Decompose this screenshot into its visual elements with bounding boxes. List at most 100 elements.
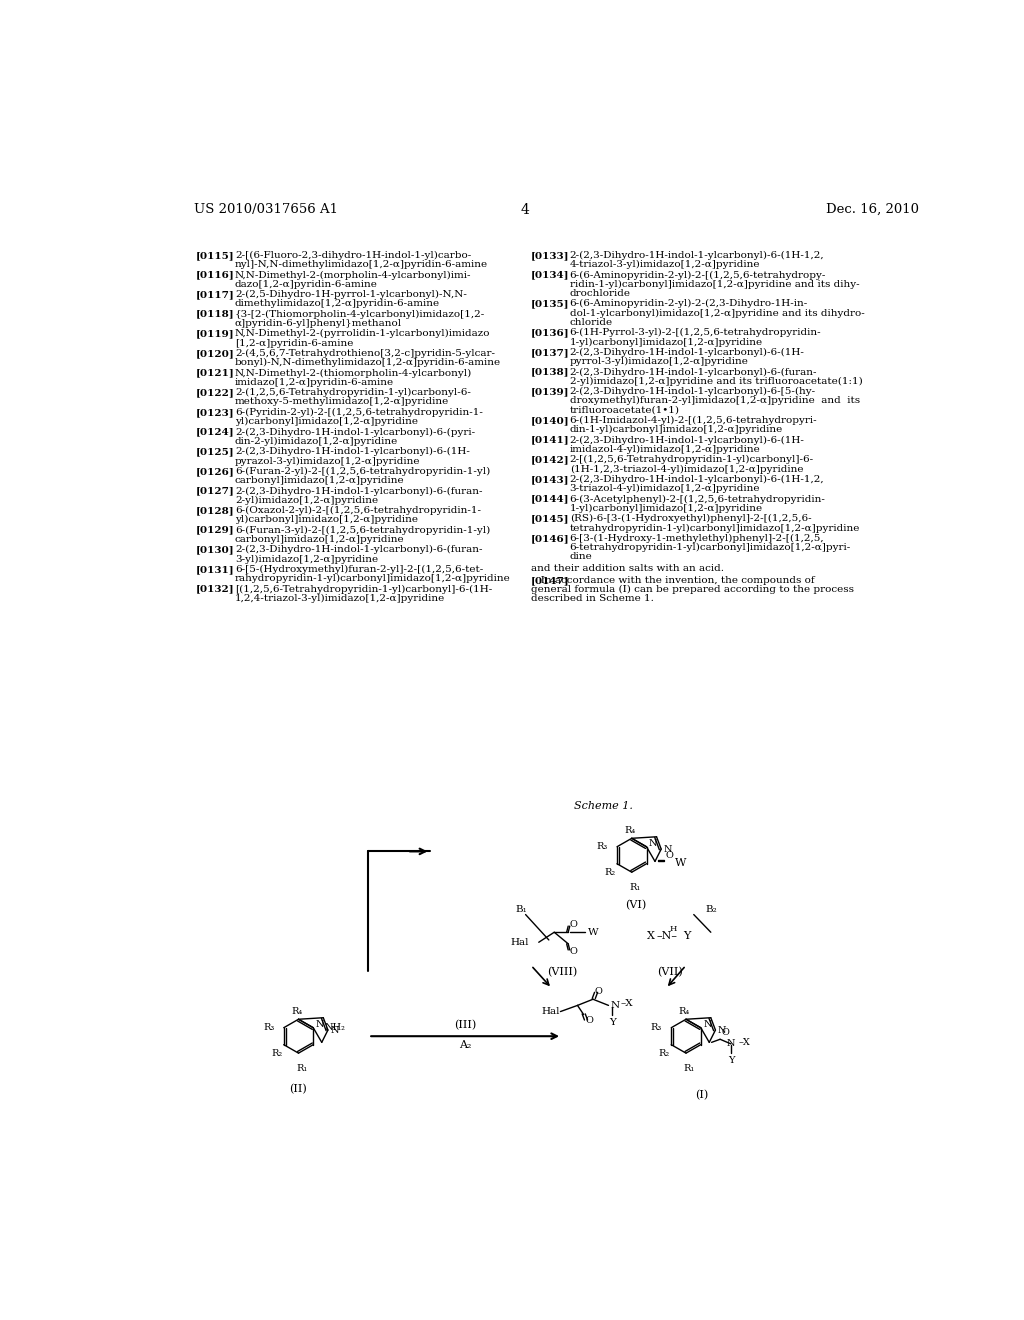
Text: 2-yl)imidazo[1,2-α]pyridine: 2-yl)imidazo[1,2-α]pyridine [234, 496, 378, 504]
Text: B₂: B₂ [706, 904, 717, 913]
Text: N,N-Dimethyl-2-(morpholin-4-ylcarbonyl)imi-: N,N-Dimethyl-2-(morpholin-4-ylcarbonyl)i… [234, 271, 471, 280]
Text: [1,2-α]pyridin-6-amine: [1,2-α]pyridin-6-amine [234, 339, 353, 347]
Text: N: N [718, 1026, 726, 1035]
Text: W: W [675, 858, 686, 869]
Text: trifluoroacetate(1•1): trifluoroacetate(1•1) [569, 405, 680, 414]
Text: 2-[(1,2,5,6-Tetrahydropyridin-1-yl)carbonyl]-6-: 2-[(1,2,5,6-Tetrahydropyridin-1-yl)carbo… [569, 455, 814, 465]
Text: drochloride: drochloride [569, 289, 631, 298]
Text: N,N-Dimethyl-2-(thiomorpholin-4-ylcarbonyl): N,N-Dimethyl-2-(thiomorpholin-4-ylcarbon… [234, 368, 472, 378]
Text: [0122]: [0122] [196, 388, 234, 397]
Text: [0123]: [0123] [196, 408, 234, 417]
Text: R₁: R₁ [629, 883, 640, 892]
Text: (VIII): (VIII) [547, 966, 578, 977]
Text: 1-yl)carbonyl]imidazo[1,2-α]pyridine: 1-yl)carbonyl]imidazo[1,2-α]pyridine [569, 338, 763, 347]
Text: 6-(6-Aminopyridin-2-yl)-2-[(1,2,5,6-tetrahydropy-: 6-(6-Aminopyridin-2-yl)-2-[(1,2,5,6-tetr… [569, 271, 826, 280]
Text: [0128]: [0128] [196, 506, 234, 515]
Text: 3-yl)imidazo[1,2-α]pyridine: 3-yl)imidazo[1,2-α]pyridine [234, 554, 378, 564]
Text: 6-tetrahydropyridin-1-yl)carbonyl]imidazo[1,2-α]pyri-: 6-tetrahydropyridin-1-yl)carbonyl]imidaz… [569, 543, 851, 552]
Text: 4: 4 [520, 203, 529, 216]
Text: (VII): (VII) [657, 966, 683, 977]
Text: [0143]: [0143] [531, 475, 569, 484]
Text: [0121]: [0121] [196, 368, 234, 378]
Text: R₃: R₃ [263, 1023, 274, 1032]
Text: R₄: R₄ [679, 1007, 690, 1016]
Text: O: O [595, 987, 602, 997]
Text: imidazo[1,2-α]pyridin-6-amine: imidazo[1,2-α]pyridin-6-amine [234, 378, 394, 387]
Text: R₂: R₂ [271, 1049, 283, 1059]
Text: 6-(1H-Pyrrol-3-yl)-2-[(1,2,5,6-tetrahydropyridin-: 6-(1H-Pyrrol-3-yl)-2-[(1,2,5,6-tetrahydr… [569, 329, 821, 338]
Text: [0142]: [0142] [531, 455, 569, 465]
Text: described in Scheme 1.: described in Scheme 1. [531, 594, 654, 603]
Text: 1,2,4-triazol-3-yl)imidazo[1,2-α]pyridine: 1,2,4-triazol-3-yl)imidazo[1,2-α]pyridin… [234, 594, 445, 603]
Text: R₁: R₁ [683, 1064, 694, 1073]
Text: dol-1-ylcarbonyl)imidazo[1,2-α]pyridine and its dihydro-: dol-1-ylcarbonyl)imidazo[1,2-α]pyridine … [569, 309, 864, 318]
Text: O: O [666, 851, 674, 859]
Text: [0144]: [0144] [531, 495, 569, 503]
Text: Dec. 16, 2010: Dec. 16, 2010 [825, 203, 919, 216]
Text: 6-[3-(1-Hydroxy-1-methylethyl)phenyl]-2-[(1,2,5,: 6-[3-(1-Hydroxy-1-methylethyl)phenyl]-2-… [569, 533, 824, 543]
Text: 6-(1H-Imidazol-4-yl)-2-[(1,2,5,6-tetrahydropyri-: 6-(1H-Imidazol-4-yl)-2-[(1,2,5,6-tetrahy… [569, 416, 817, 425]
Text: [0139]: [0139] [531, 387, 569, 396]
Text: nyl]-N,N-dimethylimidazo[1,2-α]pyridin-6-amine: nyl]-N,N-dimethylimidazo[1,2-α]pyridin-6… [234, 260, 488, 269]
Text: [0130]: [0130] [196, 545, 234, 554]
Text: N: N [703, 1020, 712, 1030]
Text: 6-(Furan-2-yl)-2-[(1,2,5,6-tetrahydropyridin-1-yl): 6-(Furan-2-yl)-2-[(1,2,5,6-tetrahydropyr… [234, 467, 490, 477]
Text: [0140]: [0140] [531, 416, 569, 425]
Text: 2-(2,5-Dihydro-1H-pyrrol-1-ylcarbonyl)-N,N-: 2-(2,5-Dihydro-1H-pyrrol-1-ylcarbonyl)-N… [234, 290, 467, 300]
Text: [0124]: [0124] [196, 428, 234, 437]
Text: W: W [588, 928, 598, 937]
Text: N: N [664, 845, 672, 854]
Text: carbonyl]imidazo[1,2-α]pyridine: carbonyl]imidazo[1,2-α]pyridine [234, 477, 404, 484]
Text: N: N [331, 1026, 339, 1035]
Text: Hal: Hal [542, 1007, 560, 1016]
Text: 4-triazol-3-yl)imidazo[1,2-α]pyridine: 4-triazol-3-yl)imidazo[1,2-α]pyridine [569, 260, 760, 269]
Text: US 2010/0317656 A1: US 2010/0317656 A1 [194, 203, 338, 216]
Text: chloride: chloride [569, 318, 613, 327]
Text: (RS)-6-[3-(1-Hydroxyethyl)phenyl]-2-[(1,2,5,6-: (RS)-6-[3-(1-Hydroxyethyl)phenyl]-2-[(1,… [569, 515, 811, 523]
Text: 2-(2,3-Dihydro-1H-indol-1-ylcarbonyl)-6-(1H-: 2-(2,3-Dihydro-1H-indol-1-ylcarbonyl)-6-… [569, 436, 805, 445]
Text: yl)carbonyl]imidazo[1,2-α]pyridine: yl)carbonyl]imidazo[1,2-α]pyridine [234, 417, 418, 426]
Text: –X: –X [621, 999, 634, 1007]
Text: [0118]: [0118] [196, 310, 234, 318]
Text: 2-(2,3-Dihydro-1H-indol-1-ylcarbonyl)-6-(pyri-: 2-(2,3-Dihydro-1H-indol-1-ylcarbonyl)-6-… [234, 428, 475, 437]
Text: Y: Y [728, 1056, 734, 1065]
Text: 2-(2,3-Dihydro-1H-indol-1-ylcarbonyl)-6-(furan-: 2-(2,3-Dihydro-1H-indol-1-ylcarbonyl)-6-… [569, 367, 817, 376]
Text: ridin-1-yl)carbonyl]imidazo[1,2-α]pyridine and its dihy-: ridin-1-yl)carbonyl]imidazo[1,2-α]pyridi… [569, 280, 859, 289]
Text: R₄: R₄ [291, 1007, 302, 1016]
Text: Scheme 1.: Scheme 1. [573, 801, 633, 812]
Text: N: N [315, 1020, 324, 1030]
Text: tetrahydropyridin-1-yl)carbonyl]imidazo[1,2-α]pyridine: tetrahydropyridin-1-yl)carbonyl]imidazo[… [569, 524, 860, 532]
Text: A₂: A₂ [459, 1040, 471, 1049]
Text: [0115]: [0115] [196, 251, 234, 260]
Text: 2-(2,3-Dihydro-1H-indol-1-ylcarbonyl)-6-(1H-1,2,: 2-(2,3-Dihydro-1H-indol-1-ylcarbonyl)-6-… [569, 251, 824, 260]
Text: 2-(2,3-Dihydro-1H-indol-1-ylcarbonyl)-6-(1H-: 2-(2,3-Dihydro-1H-indol-1-ylcarbonyl)-6-… [569, 348, 805, 356]
Text: (I): (I) [695, 1090, 709, 1101]
Text: 2-(2,3-Dihydro-1H-indol-1-ylcarbonyl)-6-(1H-: 2-(2,3-Dihydro-1H-indol-1-ylcarbonyl)-6-… [234, 447, 470, 457]
Text: pyrrol-3-yl)imidazo[1,2-α]pyridine: pyrrol-3-yl)imidazo[1,2-α]pyridine [569, 358, 749, 366]
Text: [0129]: [0129] [196, 525, 234, 535]
Text: α]pyridin-6-yl]phenyl}methanol: α]pyridin-6-yl]phenyl}methanol [234, 319, 402, 327]
Text: 2-(2,3-Dihydro-1H-indol-1-ylcarbonyl)-6-(furan-: 2-(2,3-Dihydro-1H-indol-1-ylcarbonyl)-6-… [234, 545, 482, 554]
Text: [0145]: [0145] [531, 515, 569, 523]
Text: X: X [647, 931, 655, 941]
Text: general formula (I) can be prepared according to the process: general formula (I) can be prepared acco… [531, 585, 854, 594]
Text: O: O [569, 946, 578, 956]
Text: [0127]: [0127] [196, 487, 234, 495]
Text: 2-(4,5,6,7-Tetrahydrothieno[3,2-c]pyridin-5-ylcar-: 2-(4,5,6,7-Tetrahydrothieno[3,2-c]pyridi… [234, 348, 495, 358]
Text: (II): (II) [290, 1084, 307, 1094]
Text: 2-yl)imidazo[1,2-α]pyridine and its trifluoroacetate(1:1): 2-yl)imidazo[1,2-α]pyridine and its trif… [569, 376, 862, 385]
Text: N,N-Dimethyl-2-(pyrrolidin-1-ylcarbonyl)imidazo: N,N-Dimethyl-2-(pyrrolidin-1-ylcarbonyl)… [234, 330, 490, 338]
Text: 6-(Pyridin-2-yl)-2-[(1,2,5,6-tetrahydropyridin-1-: 6-(Pyridin-2-yl)-2-[(1,2,5,6-tetrahydrop… [234, 408, 483, 417]
Text: [0146]: [0146] [531, 533, 569, 543]
Text: NH₂: NH₂ [325, 1023, 345, 1032]
Text: O: O [586, 1016, 593, 1026]
Text: –N–: –N– [656, 931, 678, 941]
Text: dine: dine [569, 552, 593, 561]
Text: 6-(Furan-3-yl)-2-[(1,2,5,6-tetrahydropyridin-1-yl): 6-(Furan-3-yl)-2-[(1,2,5,6-tetrahydropyr… [234, 525, 490, 535]
Text: [0147]: [0147] [531, 576, 569, 585]
Text: pyrazol-3-yl)imidazo[1,2-α]pyridine: pyrazol-3-yl)imidazo[1,2-α]pyridine [234, 457, 421, 466]
Text: [0126]: [0126] [196, 467, 234, 475]
Text: N: N [727, 1039, 735, 1048]
Text: [(1,2,5,6-Tetrahydropyridin-1-yl)carbonyl]-6-(1H-: [(1,2,5,6-Tetrahydropyridin-1-yl)carbony… [234, 585, 493, 594]
Text: [0138]: [0138] [531, 367, 569, 376]
